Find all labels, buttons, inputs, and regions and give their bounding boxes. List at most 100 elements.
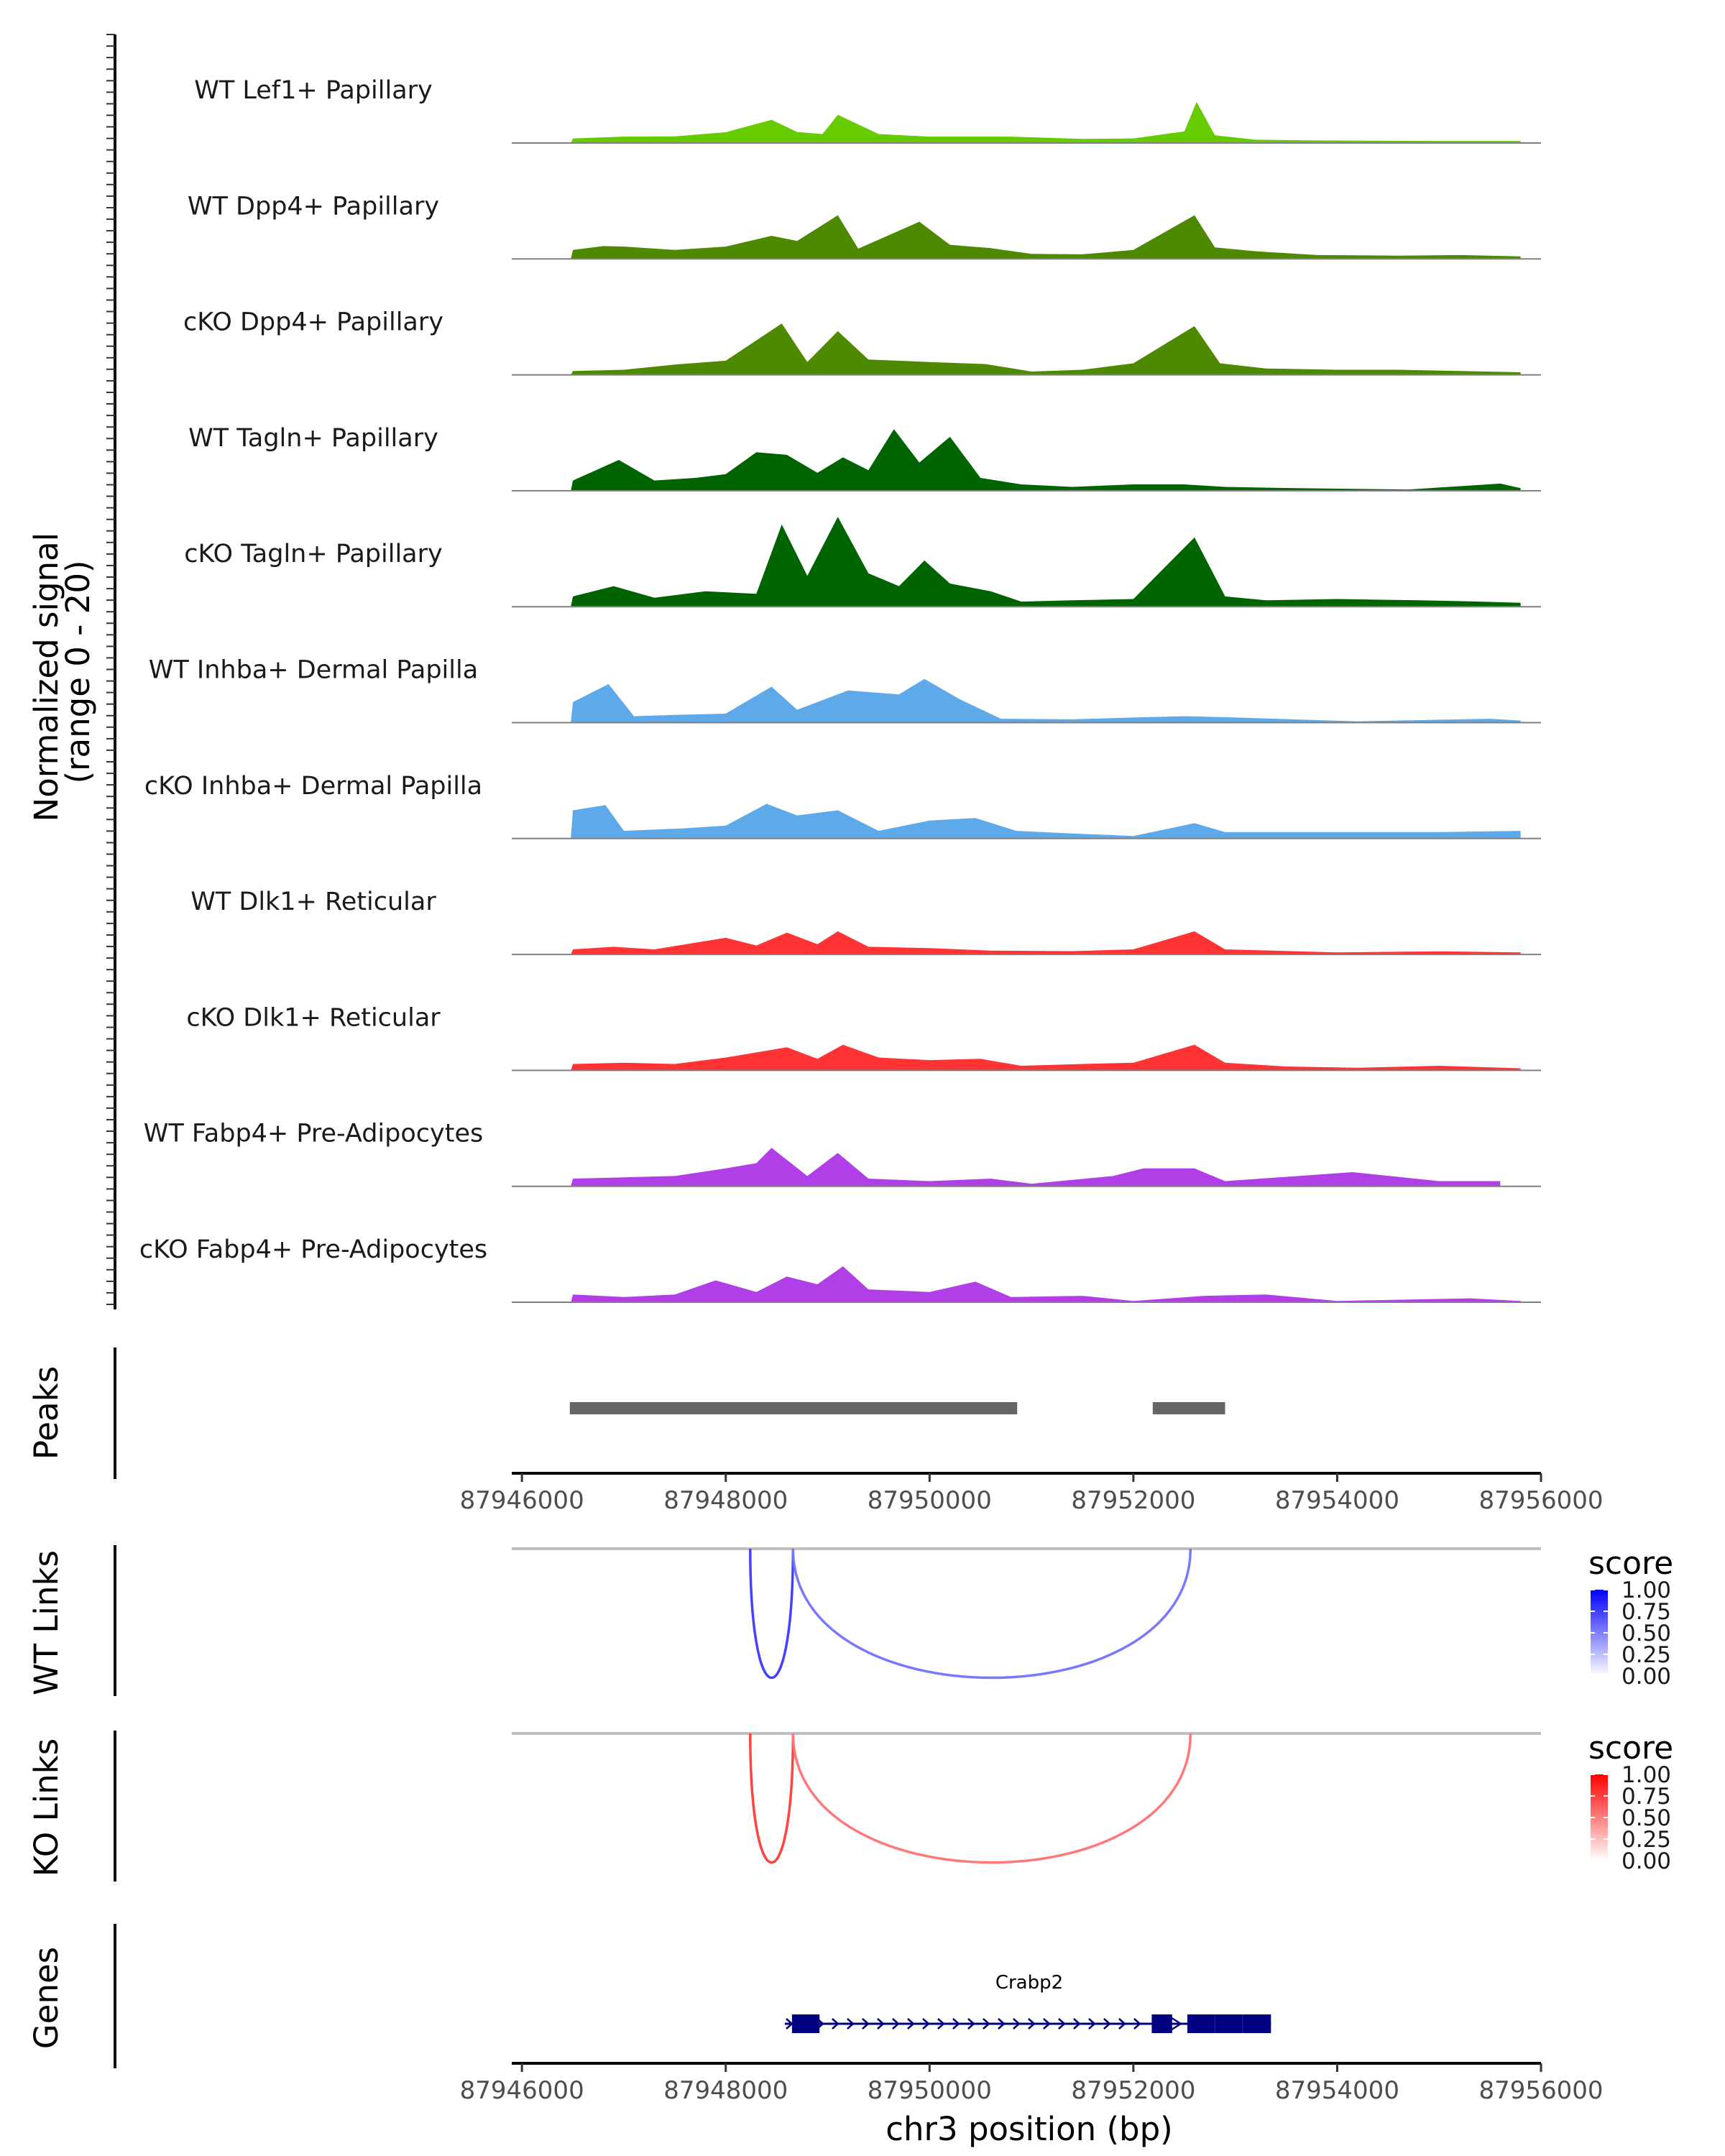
track-label: WT Dpp4+ Papillary — [188, 192, 439, 221]
x-axis-tick-label: 87954000 — [1275, 2076, 1399, 2105]
strand-arrow — [907, 2018, 915, 2030]
legend-tick-label: 0.00 — [1622, 1848, 1671, 1874]
x-axis-tick-label: 87948000 — [663, 2076, 788, 2105]
coverage-y-axis-title: Normalized signal (range 0 - 20) — [27, 522, 97, 822]
genes-label: Genes — [27, 1947, 65, 2049]
coverage-track: cKO Tagln+ Papillary — [184, 517, 1541, 608]
coverage-section: Normalized signal (range 0 - 20) WT Lef1… — [27, 34, 1541, 1309]
legend-tick-label: 0.75 — [1622, 1599, 1671, 1625]
strand-arrow — [877, 2018, 885, 2030]
x-axis-tick-label: 87950000 — [868, 1486, 992, 1515]
coverage-track: WT Dlk1+ Reticular — [190, 888, 1541, 956]
gene-exon — [1187, 2014, 1271, 2033]
coverage-track: WT Fabp4+ Pre-Adipocytes — [144, 1120, 1541, 1187]
coverage-track: WT Tagln+ Papillary — [188, 424, 1541, 492]
peaks-label: Peaks — [27, 1366, 65, 1460]
strand-arrow — [832, 2018, 840, 2030]
strand-arrow — [1088, 2018, 1096, 2030]
track-label: WT Dlk1+ Reticular — [190, 888, 436, 916]
legend-tick-label: 0.50 — [1622, 1621, 1671, 1646]
legend-tick-label: 0.50 — [1622, 1805, 1671, 1831]
legend-tick-label: 1.00 — [1622, 1762, 1671, 1788]
track-label: WT Fabp4+ Pre-Adipocytes — [144, 1120, 483, 1148]
strand-arrow — [1170, 2016, 1183, 2032]
coverage-track: cKO Dpp4+ Papillary — [183, 308, 1541, 376]
strand-arrow — [1103, 2018, 1111, 2030]
genes-section: Genes Crabp2 — [27, 1924, 1271, 2068]
x-axis-tick-label: 87956000 — [1478, 2076, 1603, 2105]
strand-arrow — [892, 2018, 900, 2030]
coverage-area — [571, 517, 1521, 607]
coverage-area — [571, 931, 1521, 955]
track-label: cKO Dpp4+ Papillary — [183, 308, 443, 337]
strand-arrow — [1043, 2018, 1051, 2030]
strand-arrow — [922, 2018, 930, 2030]
track-label: cKO Dlk1+ Reticular — [186, 1003, 441, 1032]
strand-arrow — [937, 2018, 945, 2030]
peak-bar — [1152, 1402, 1225, 1414]
legend-tick-label: 1.00 — [1622, 1577, 1671, 1603]
x-axis-tick-label: 87954000 — [1275, 1486, 1399, 1515]
legend-tick-label: 0.00 — [1622, 1664, 1671, 1690]
coverage-track: cKO Inhba+ Dermal Papilla — [144, 772, 1541, 839]
x-axis-tick-label: 87946000 — [460, 2076, 584, 2105]
x-axis-tick-label: 87952000 — [1071, 2076, 1195, 2105]
coverage-track: WT Dpp4+ Papillary — [188, 192, 1541, 260]
legend-tick-label: 0.25 — [1622, 1827, 1671, 1853]
coverage-tracks: WT Lef1+ Papillary WT Dpp4+ Papillary cKO … — [139, 76, 1541, 1303]
strand-arrow — [1133, 2018, 1141, 2030]
track-label: WT Tagln+ Papillary — [188, 424, 438, 453]
link-arc — [791, 1548, 1192, 1680]
peak-bars — [569, 1402, 1225, 1414]
gene-model — [784, 2014, 1271, 2033]
gene-name-label: Crabp2 — [995, 1972, 1063, 1994]
coverage-track: cKO Fabp4+ Pre-Adipocytes — [139, 1235, 1541, 1303]
coverage-area — [571, 429, 1521, 491]
track-label: cKO Tagln+ Papillary — [184, 540, 443, 568]
strand-arrow — [967, 2018, 975, 2030]
strand-arrow — [1118, 2018, 1126, 2030]
strand-arrow — [847, 2018, 855, 2030]
strand-arrow — [862, 2018, 870, 2030]
x-axis-tick-label: 87946000 — [460, 1486, 584, 1515]
track-label: cKO Inhba+ Dermal Papilla — [144, 772, 482, 801]
strand-arrow — [1028, 2018, 1036, 2030]
coverage-area — [571, 1044, 1521, 1071]
legend-title: score — [1588, 1730, 1673, 1766]
coverage-area — [571, 323, 1521, 375]
peaks-section: Peaks — [27, 1348, 1225, 1479]
track-label: cKO Fabp4+ Pre-Adipocytes — [139, 1235, 487, 1264]
coverage-area — [571, 101, 1521, 143]
coverage-y-axis-title-line1: Normalized signal — [27, 533, 65, 822]
link-arc — [749, 1548, 795, 1680]
legend-tick-label: 0.75 — [1622, 1784, 1671, 1810]
coverage-area — [571, 1148, 1501, 1187]
strand-arrow — [1013, 2018, 1021, 2030]
coverage-track: WT Inhba+ Dermal Papilla — [149, 656, 1541, 724]
strand-arrow — [998, 2018, 1006, 2030]
strand-arrow — [952, 2018, 960, 2030]
strand-arrow — [983, 2018, 990, 2030]
x-axis-tick-label: 87956000 — [1478, 1486, 1603, 1515]
x-axis-tick-label: 87950000 — [868, 2076, 992, 2105]
coverage-y-axis-ticks — [106, 34, 115, 1305]
link-arc — [749, 1733, 795, 1864]
strand-arrow — [1073, 2018, 1081, 2030]
coverage-area — [571, 678, 1521, 723]
coverage-area — [571, 803, 1521, 839]
x-axis-bottom: 87946000 87948000 87950000 87952000 87954000… — [460, 2062, 1604, 2105]
gene-exon — [791, 2014, 820, 2033]
coverage-area — [571, 1266, 1521, 1302]
coverage-area — [571, 215, 1521, 259]
coverage-y-axis-title-line2: (range 0 - 20) — [59, 560, 97, 783]
peak-bar — [569, 1402, 1018, 1414]
legend-title: score — [1588, 1545, 1673, 1582]
x-axis-tick-label: 87952000 — [1071, 1486, 1195, 1515]
x-axis-title: chr3 position (bp) — [886, 2110, 1173, 2148]
x-axis-tick-label: 87948000 — [663, 1486, 788, 1515]
strand-arrow — [1058, 2018, 1066, 2030]
coverage-track: cKO Dlk1+ Reticular — [186, 1003, 1541, 1072]
